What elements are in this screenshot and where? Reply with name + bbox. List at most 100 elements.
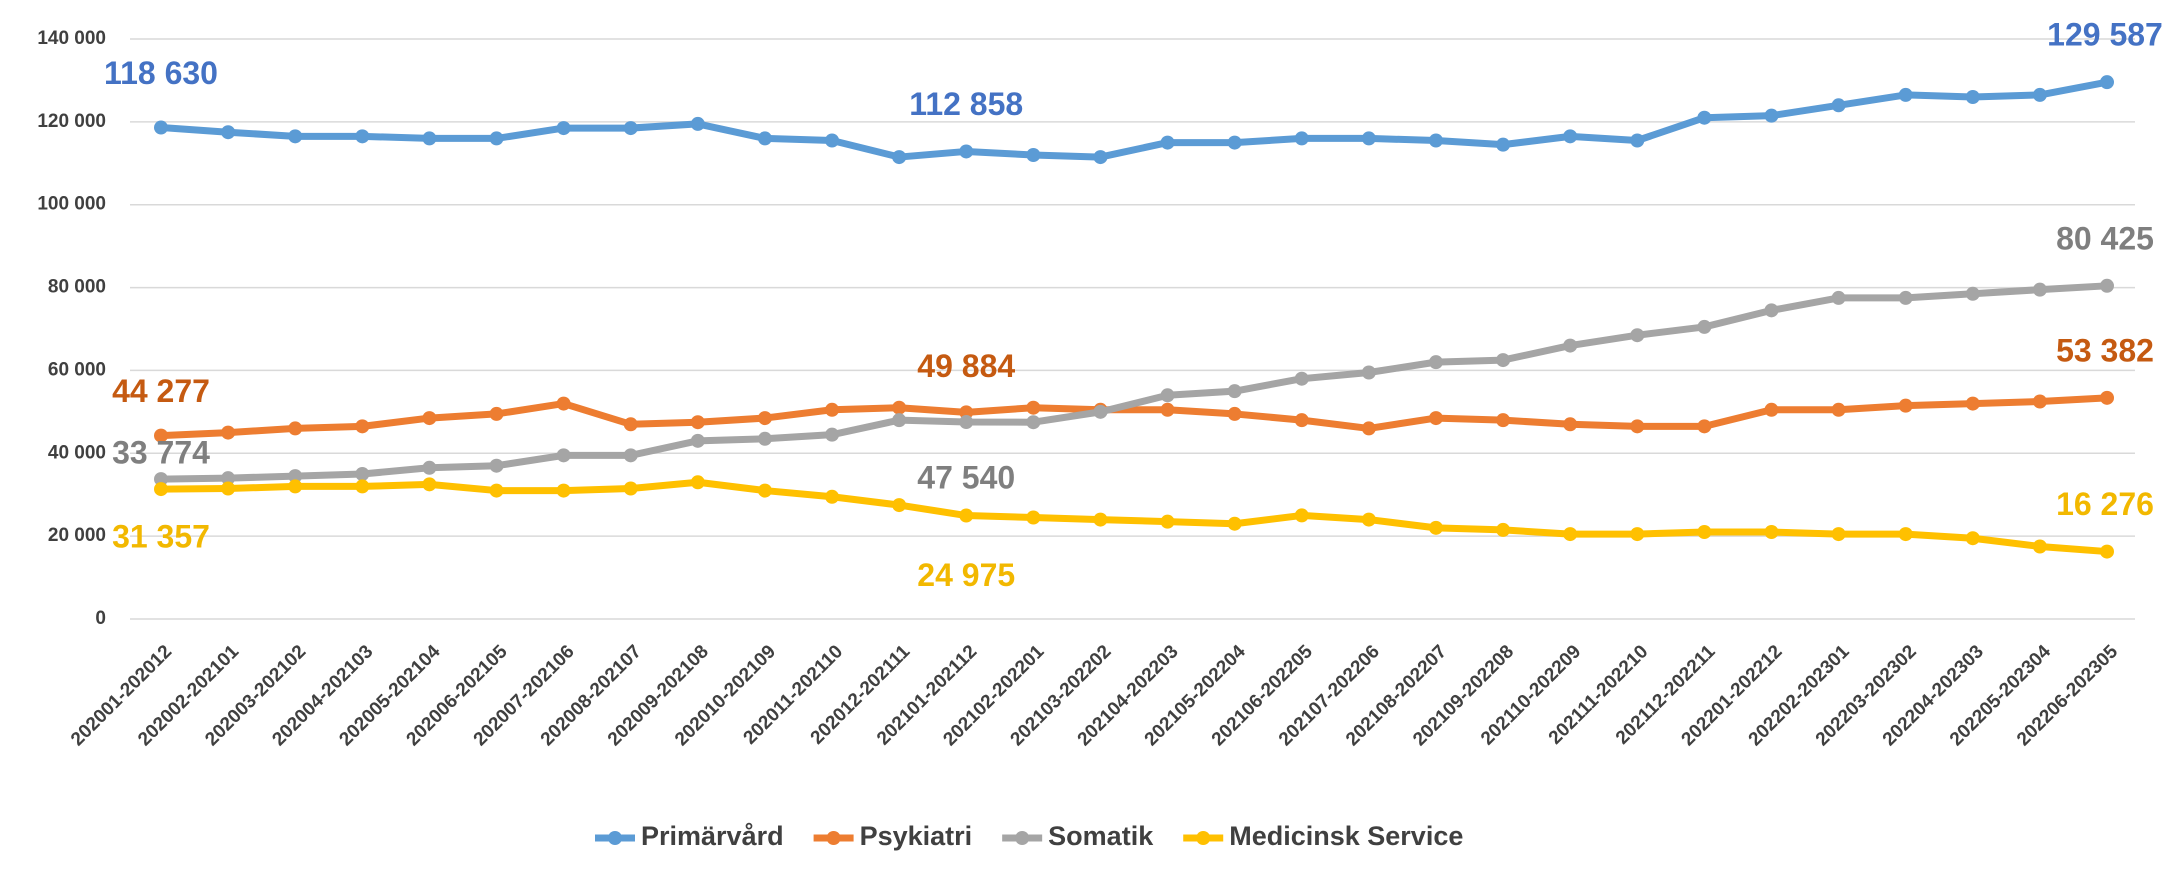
data-point	[422, 477, 437, 492]
data-point	[1496, 522, 1511, 537]
data-point	[489, 131, 504, 146]
data-point	[1764, 108, 1779, 123]
legend-marker	[826, 831, 841, 845]
data-point	[1630, 133, 1645, 148]
data-point	[1160, 402, 1175, 417]
data-point	[959, 508, 974, 523]
data-point	[355, 467, 370, 481]
data-point	[757, 131, 772, 146]
data-label: 47 540	[917, 460, 1015, 496]
series-line	[160, 282, 2108, 483]
legend-marker	[608, 831, 622, 845]
data-label: 129 587	[2047, 17, 2163, 53]
data-point	[1496, 137, 1511, 152]
data-point	[825, 427, 840, 442]
y-tick-label: 60 000	[48, 359, 106, 380]
data-point	[1630, 328, 1645, 343]
data-point	[1026, 148, 1041, 162]
data-point	[2100, 75, 2114, 90]
series-line	[160, 478, 2108, 556]
data-point	[1428, 520, 1443, 535]
data-point	[1361, 512, 1376, 527]
data-point	[2032, 87, 2047, 102]
legend-label: Psykiatri	[860, 821, 973, 851]
data-point	[757, 431, 772, 446]
data-point	[1093, 404, 1108, 419]
data-point	[825, 402, 840, 417]
data-point	[959, 144, 974, 159]
data-point	[221, 471, 236, 486]
data-point	[2100, 544, 2114, 559]
data-point	[1630, 527, 1645, 542]
data-point	[556, 483, 571, 498]
data-point	[288, 129, 303, 144]
data-point	[1563, 527, 1578, 542]
data-point	[422, 460, 437, 475]
data-point	[1563, 417, 1578, 432]
data-point	[1361, 365, 1376, 380]
data-point	[154, 472, 168, 487]
y-tick-label: 140 000	[37, 28, 106, 49]
y-tick-label: 20 000	[48, 525, 106, 546]
data-point	[1630, 419, 1645, 434]
data-point	[1026, 400, 1041, 415]
data-point	[489, 458, 504, 473]
data-point	[2032, 394, 2047, 409]
data-point	[825, 133, 840, 148]
data-point	[1965, 286, 1980, 301]
data-point	[1227, 516, 1242, 531]
data-point	[623, 481, 638, 496]
data-point	[1026, 510, 1041, 525]
data-point	[1294, 131, 1309, 146]
data-point	[1898, 290, 1913, 305]
data-label: 33 774	[112, 435, 210, 471]
y-tick-label: 100 000	[37, 194, 106, 215]
data-point	[892, 498, 907, 513]
data-point	[690, 433, 705, 448]
data-point	[690, 116, 705, 131]
data-label: 53 382	[2056, 332, 2154, 368]
data-point	[757, 483, 772, 498]
data-point	[1428, 355, 1443, 370]
data-point	[1764, 402, 1779, 417]
data-point	[154, 120, 168, 135]
data-point	[1294, 371, 1309, 386]
data-point	[1361, 421, 1376, 436]
data-label: 24 975	[917, 557, 1015, 593]
data-point	[1294, 413, 1309, 428]
legend-marker	[1015, 831, 1030, 845]
data-point	[1697, 110, 1712, 125]
data-point	[288, 421, 303, 436]
data-point	[288, 479, 303, 494]
data-point	[221, 425, 236, 440]
data-point	[489, 483, 504, 498]
data-point	[489, 406, 504, 421]
data-point	[1227, 135, 1242, 150]
data-point	[1898, 398, 1913, 413]
data-point	[2032, 539, 2047, 554]
data-point	[1764, 303, 1779, 318]
data-point	[422, 411, 437, 426]
data-point	[690, 475, 705, 490]
data-point	[1093, 512, 1108, 527]
data-point	[1160, 514, 1175, 529]
data-point	[892, 150, 907, 165]
series-line	[160, 78, 2108, 161]
data-point	[892, 400, 907, 415]
data-point	[1965, 90, 1980, 104]
data-label: 44 277	[112, 373, 210, 409]
data-point	[1965, 531, 1980, 546]
data-point	[623, 121, 638, 136]
data-point	[1831, 290, 1846, 305]
data-point	[1831, 527, 1846, 542]
data-point	[1831, 402, 1846, 417]
data-point	[1563, 129, 1578, 144]
y-tick-label: 40 000	[48, 442, 106, 463]
data-point	[825, 489, 840, 504]
legend-label: Somatik	[1048, 821, 1154, 851]
data-point	[623, 448, 638, 463]
data-point	[690, 415, 705, 430]
data-point	[1093, 150, 1108, 165]
data-point	[154, 482, 168, 497]
